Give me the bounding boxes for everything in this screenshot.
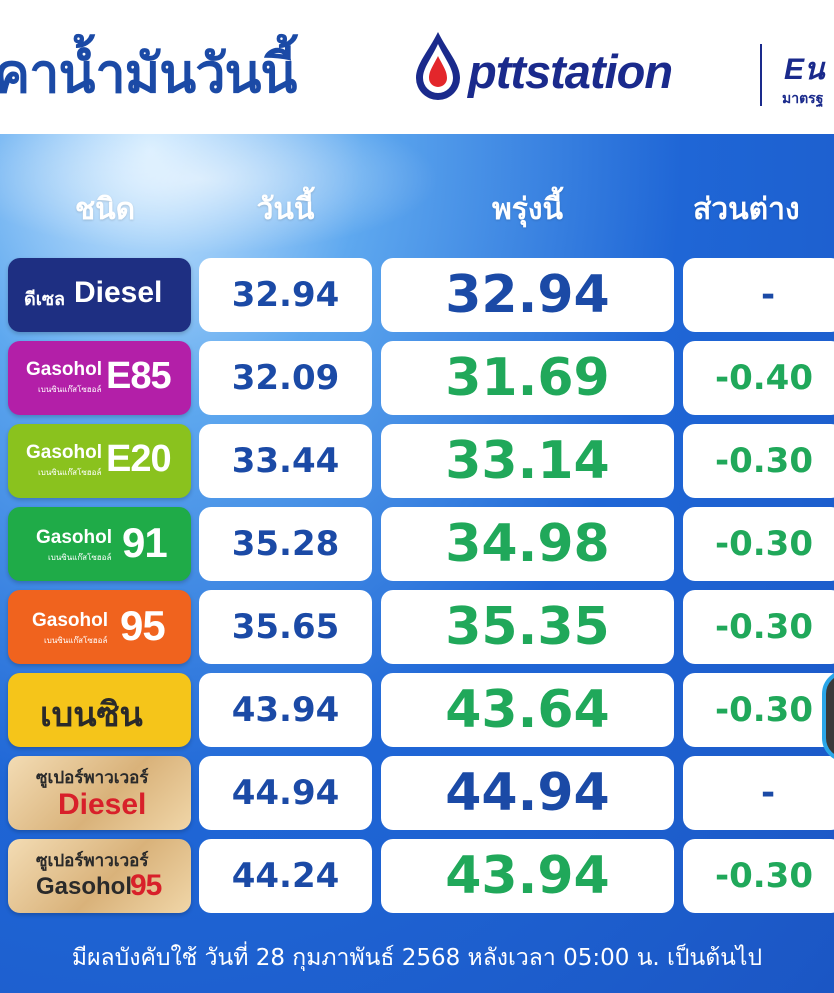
price-diff: -0.30 — [683, 507, 834, 581]
price-diff: -0.30 — [683, 424, 834, 498]
table-row: ดีเซล Diesel 32.94 32.94 - — [0, 258, 834, 332]
fuel-badge-number: 95 — [130, 869, 162, 902]
price-diff: - — [683, 756, 834, 830]
column-header-today: วันนี้ — [256, 192, 315, 227]
fuel-badge-diesel: ดีเซล Diesel — [8, 258, 191, 332]
fuel-badge-top: ซูเปอร์พาวเวอร์ — [36, 768, 149, 788]
fuel-badge-91: Gasohol เบนซินแก๊สโซฮอล์ 91 — [8, 507, 191, 581]
fuel-badge-number: 95 — [120, 602, 166, 649]
fuel-badge-number: 91 — [122, 519, 168, 566]
price-today: 43.94 — [199, 673, 372, 747]
column-header-type: ชนิด — [74, 192, 136, 227]
price-today: 35.65 — [199, 590, 372, 664]
page-title: คาน้ำมันวันนี้ — [0, 42, 297, 105]
fuel-badge-sub: เบนซินแก๊สโซฮอล์ — [38, 385, 102, 394]
header-divider — [760, 44, 762, 106]
fuel-badge-label: Gasohol — [32, 610, 109, 631]
fuel-badge-label: Diesel — [74, 276, 163, 309]
page-header: คาน้ำมันวันนี้ pttstation Eน มาตรฐ — [0, 0, 834, 134]
fuel-badge-95: Gasohol เบนซินแก๊สโซฮอล์ 95 — [8, 590, 191, 664]
price-today: 33.44 — [199, 424, 372, 498]
price-today: 35.28 — [199, 507, 372, 581]
table-row: Gasohol เบนซินแก๊สโซฮอล์ 91 35.28 34.98 … — [0, 507, 834, 581]
price-diff: -0.30 — [683, 839, 834, 913]
fuel-badge-sub: เบนซินแก๊สโซฮอล์ — [48, 553, 112, 562]
table-row: Gasohol เบนซินแก๊สโซฮอล์ E85 32.09 31.69… — [0, 341, 834, 415]
fuel-badge-label: Gasohol — [36, 873, 133, 900]
price-tomorrow: 34.98 — [381, 507, 674, 581]
fuel-badge-label: เบนซิน — [40, 695, 143, 735]
fuel-badge-e85: Gasohol เบนซินแก๊สโซฮอล์ E85 — [8, 341, 191, 415]
column-header-tomorrow: พรุ่งนี้ — [491, 192, 564, 227]
price-today: 44.94 — [199, 756, 372, 830]
price-diff: -0.30 — [683, 590, 834, 664]
table-row: Gasohol เบนซินแก๊สโซฮอล์ 95 35.65 35.35 … — [0, 590, 834, 664]
effective-date-note: มีผลบังคับใช้ วันที่ 28 กุมภาพันธ์ 2568 … — [71, 945, 763, 971]
price-today: 32.94 — [199, 258, 372, 332]
price-today: 32.09 — [199, 341, 372, 415]
fuel-badge-number: E85 — [106, 355, 172, 397]
price-diff: - — [683, 258, 834, 332]
floating-overlay-icon[interactable] — [822, 670, 834, 762]
brand-logo-text: pttstation — [468, 45, 673, 98]
fuel-badge-label: Diesel — [58, 788, 147, 821]
partner-logo: Eน — [784, 53, 825, 86]
table-row: ซูเปอร์พาวเวอร์ Gasohol 95 44.24 43.94 -… — [0, 839, 834, 913]
fuel-badge-sub: เบนซินแก๊สโซฮอล์ — [38, 468, 102, 477]
price-today: 44.24 — [199, 839, 372, 913]
fuel-badge-label: Gasohol — [26, 359, 103, 380]
fuel-badge-prefix: ดีเซล — [24, 289, 66, 309]
partner-logo-subtext: มาตรฐ — [782, 91, 824, 107]
price-tomorrow: 44.94 — [381, 756, 674, 830]
price-tomorrow: 43.64 — [381, 673, 674, 747]
price-tomorrow: 35.35 — [381, 590, 674, 664]
fuel-badge-superpower-diesel: ซูเปอร์พาวเวอร์ Diesel — [8, 756, 191, 830]
price-tomorrow: 31.69 — [381, 341, 674, 415]
fuel-badge-benzine: เบนซิน — [8, 673, 191, 747]
column-header-diff: ส่วนต่าง — [693, 192, 800, 227]
fuel-badge-label: Gasohol — [26, 442, 103, 463]
table-row: เบนซิน 43.94 43.64 -0.30 — [0, 673, 834, 747]
fuel-badge-superpower-gasohol95: ซูเปอร์พาวเวอร์ Gasohol 95 — [8, 839, 191, 913]
table-row: ซูเปอร์พาวเวอร์ Diesel 44.94 44.94 - — [0, 756, 834, 830]
fuel-badge-sub: เบนซินแก๊สโซฮอล์ — [44, 636, 108, 645]
table-row: Gasohol เบนซินแก๊สโซฮอล์ E20 33.44 33.14… — [0, 424, 834, 498]
price-tomorrow: 43.94 — [381, 839, 674, 913]
fuel-badge-label: Gasohol — [36, 527, 113, 548]
price-tomorrow: 33.14 — [381, 424, 674, 498]
fuel-badge-number: E20 — [106, 438, 172, 480]
price-tomorrow: 32.94 — [381, 258, 674, 332]
price-diff: -0.30 — [683, 673, 834, 747]
price-diff: -0.40 — [683, 341, 834, 415]
fuel-badge-e20: Gasohol เบนซินแก๊สโซฮอล์ E20 — [8, 424, 191, 498]
fuel-badge-top: ซูเปอร์พาวเวอร์ — [36, 851, 149, 871]
ptt-drop-logo-icon — [416, 32, 460, 100]
